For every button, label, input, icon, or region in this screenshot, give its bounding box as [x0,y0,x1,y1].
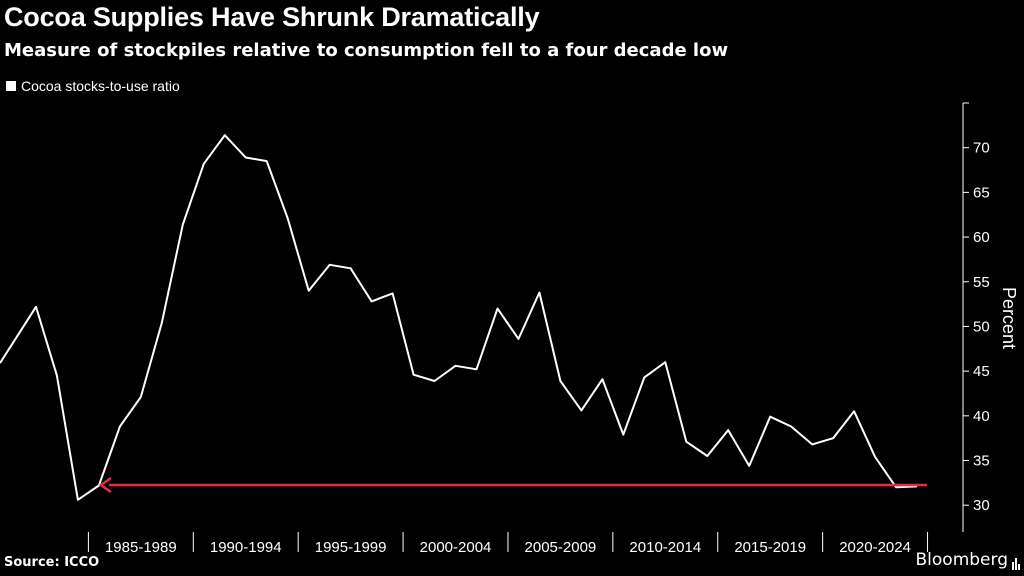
brand-name: Bloomberg [915,550,1008,570]
y-tick-label: 40 [973,408,990,425]
y-tick-label: 70 [973,140,990,157]
y-tick-label: 50 [973,318,990,335]
brand-logo: Bloomberg [916,550,1020,570]
annotation-layer [98,477,928,494]
y-tick-label: 35 [973,453,990,470]
y-tick-label: 65 [973,184,990,201]
y-axis-title: Percent [999,287,1019,349]
x-tick-label: 2015-2019 [734,539,806,556]
y-tick-label: 60 [973,229,990,246]
legend-label: Cocoa stocks-to-use ratio [21,78,180,94]
x-tick-label: 2000-2004 [420,539,492,556]
source-note: Source: ICCO [4,555,100,570]
legend-swatch [6,81,16,91]
series-layer [0,134,918,501]
x-tick-label: 1995-1999 [315,539,387,556]
annotation-arrowhead [98,477,112,494]
chart-subtitle: Measure of stockpiles relative to consum… [4,40,729,61]
x-axis: 1985-1989 1990-1994 1995-1999 2000-2004 2005… [87,532,929,556]
x-tick-label: 2005-2009 [525,539,597,556]
bloomberg-bars-icon [1012,558,1020,570]
chart-title: Cocoa Supplies Have Shrunk Dramatically [4,2,540,32]
y-axis: 30 35 40 45 50 55 60 65 70 [962,102,990,532]
x-tick-label: 1985-1989 [105,539,177,556]
x-tick-label: 1990-1994 [210,539,282,556]
y-tick-label: 55 [973,274,990,291]
y-tick-label: 30 [973,497,990,514]
series-line [0,134,918,501]
x-tick-label: 2010-2014 [629,539,701,556]
y-tick-label: 45 [973,363,990,380]
legend: Cocoa stocks-to-use ratio [6,78,180,94]
x-tick-label: 2020-2024 [839,539,911,556]
